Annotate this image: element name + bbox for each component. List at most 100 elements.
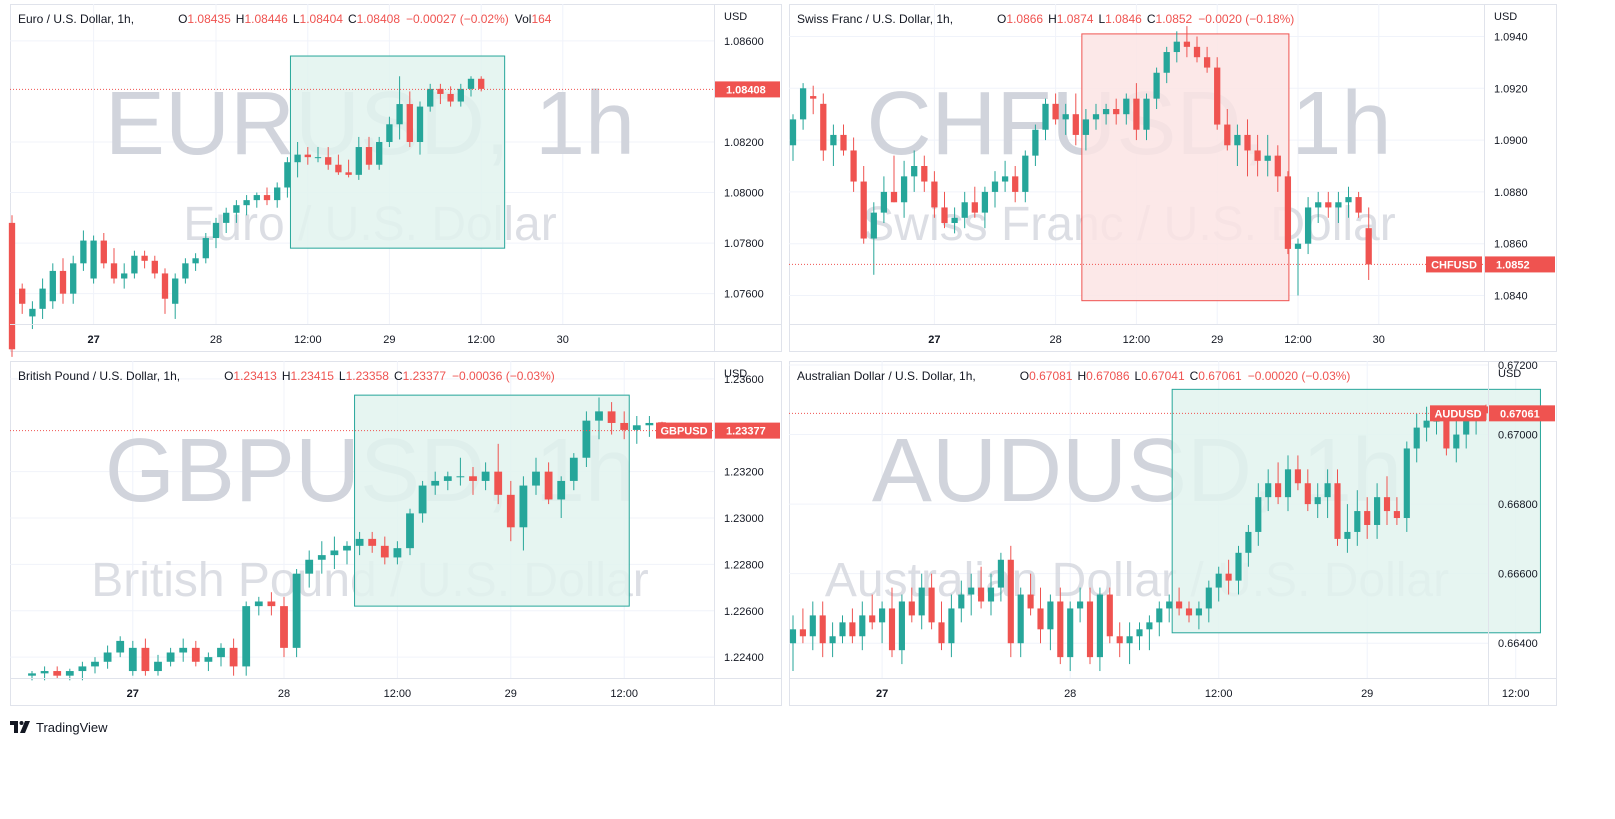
candle-body <box>305 559 314 574</box>
candle <box>284 157 291 198</box>
legend-title: Australian Dollar / U.S. Dollar, 1h, <box>797 369 976 383</box>
candle <box>820 93 827 161</box>
candle-body <box>28 673 36 676</box>
candle <box>467 76 475 97</box>
candle-body <box>443 476 452 481</box>
y-tick-label: 0.66600 <box>1498 569 1538 581</box>
candle <box>233 200 240 223</box>
candle-body <box>1355 197 1362 213</box>
candle-body <box>1153 72 1160 99</box>
candle <box>1224 109 1231 151</box>
legend-open-label: O <box>224 369 233 383</box>
legend-open-value: 0.67081 <box>1029 369 1073 383</box>
candle <box>1393 497 1400 525</box>
candle-body <box>819 615 826 644</box>
candle <box>386 116 393 148</box>
candle-body <box>931 181 938 208</box>
candle-body <box>204 657 213 662</box>
candle-body <box>1374 497 1381 525</box>
candle <box>1245 524 1252 567</box>
candle-body <box>1106 594 1113 637</box>
candle <box>1113 98 1120 125</box>
candle <box>166 647 175 667</box>
candle <box>1022 150 1029 203</box>
legend-title: Euro / U.S. Dollar, 1h, <box>18 12 134 26</box>
candle-body <box>1052 103 1059 120</box>
candle-body <box>380 545 389 558</box>
y-tick-label: 0.67000 <box>1498 430 1538 442</box>
symbol-tag: GBPUSD <box>656 422 712 439</box>
candle-body <box>569 457 578 481</box>
candle <box>447 86 454 107</box>
x-tick-label: 27 <box>127 688 139 700</box>
candle-body <box>1344 531 1351 539</box>
candle <box>1235 545 1242 595</box>
candle-body <box>968 587 975 595</box>
candle <box>131 250 138 279</box>
candle-body <box>1335 202 1342 208</box>
candle <box>1092 103 1100 130</box>
candle <box>789 114 797 161</box>
candle-body <box>1284 176 1292 249</box>
candle-body <box>154 661 162 672</box>
candle-body <box>151 260 158 274</box>
candle <box>1062 103 1069 135</box>
candle-body <box>859 615 866 637</box>
x-tick-label: 12:00 <box>1284 334 1312 346</box>
chart-audusd[interactable]: AUDUSD, 1h Australian Dollar / U.S. Dolla… <box>789 360 1557 706</box>
candle <box>305 550 314 588</box>
legend-low-value: 0.67041 <box>1141 369 1185 383</box>
candle-body <box>1393 511 1400 519</box>
candle <box>1126 622 1133 665</box>
price-tag: 1.23377 <box>715 422 780 439</box>
candle <box>849 608 856 644</box>
candle-body <box>1086 601 1094 658</box>
chart-gbpusd[interactable]: GBPUSD, 1hBritish Pound / U.S. DollarUSD… <box>10 361 782 706</box>
candle-body <box>274 187 281 201</box>
candle <box>1007 545 1014 658</box>
candle-body <box>166 652 175 662</box>
candle-body <box>1265 483 1272 498</box>
candle <box>478 76 485 92</box>
y-tick-label: 1.23000 <box>724 513 764 525</box>
candle <box>243 195 250 216</box>
legend-header: Euro / U.S. Dollar, 1h, O1.08435 H1.08446 L… <box>18 12 552 26</box>
candle <box>620 411 629 440</box>
candle-body <box>1423 420 1430 428</box>
candle-body <box>1245 531 1252 553</box>
legend-change: −0.00027 (−0.02%) <box>406 12 509 26</box>
candle-body <box>645 422 654 426</box>
candle-body <box>1195 608 1202 616</box>
candle-body <box>182 263 189 279</box>
candle-body <box>1123 98 1130 115</box>
candle <box>121 263 128 289</box>
candle <box>1205 580 1212 623</box>
chart-gbpusd-svg[interactable]: GBPUSD, 1hBritish Pound / U.S. DollarUSD… <box>10 361 782 706</box>
candle <box>456 457 465 486</box>
candle <box>80 230 87 271</box>
x-tick-label: 12:00 <box>1205 688 1233 700</box>
legend-header: Swiss Franc / U.S. Dollar, 1h, O1.0866 H1.… <box>797 12 1294 26</box>
candle-body <box>900 176 908 203</box>
legend-high-value: 0.67086 <box>1086 369 1130 383</box>
legend-close-value: 1.08408 <box>357 12 401 26</box>
candle-body <box>172 278 179 304</box>
x-tick-label: 12:00 <box>610 688 638 700</box>
candle-body <box>1453 434 1460 449</box>
candle-body <box>253 195 260 201</box>
candle <box>1274 145 1281 192</box>
candle-body <box>1022 155 1029 192</box>
candle-body <box>978 587 985 602</box>
candle-body <box>294 154 301 163</box>
x-tick-label: 28 <box>210 334 222 346</box>
candle-body <box>65 671 74 676</box>
x-tick-label: 12:00 <box>467 334 495 346</box>
candle <box>217 643 225 667</box>
tradingview-logo[interactable]: TradingView <box>10 717 108 737</box>
candle-body <box>29 308 36 317</box>
